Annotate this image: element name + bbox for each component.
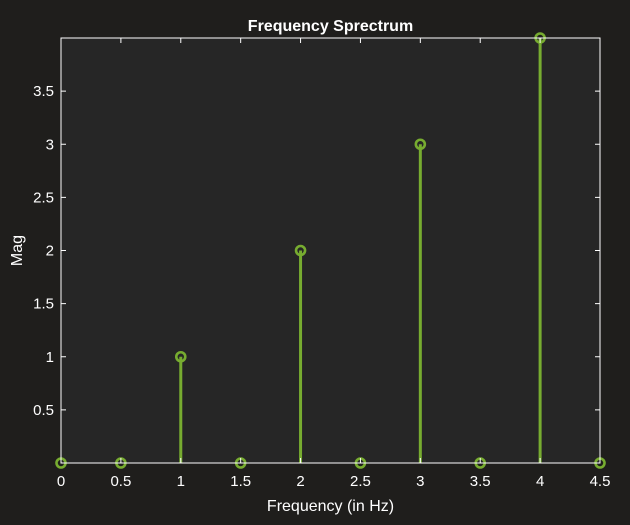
x-tick-label: 1.5 (230, 473, 251, 490)
x-axis-label: Frequency (in Hz) (267, 498, 394, 515)
y-tick-label: 0.5 (33, 402, 54, 419)
x-tick-label: 4 (536, 473, 544, 490)
y-tick-label: 3 (46, 136, 54, 153)
stem-marker (174, 350, 187, 363)
chart-title: Frequency Sprectrum (248, 18, 413, 35)
y-tick-label: 2 (46, 243, 54, 260)
x-tick-label: 2.5 (350, 473, 371, 490)
y-tick-label: 1.5 (33, 296, 54, 313)
x-tick-label: 0 (57, 473, 65, 490)
x-tick-label: 3 (416, 473, 424, 490)
y-axis-ticks: 0.5 1 1.5 2 2.5 3 3.5 (33, 83, 600, 419)
x-tick-label: 0.5 (110, 473, 131, 490)
stem-marker (294, 244, 307, 257)
y-tick-label: 1 (46, 349, 54, 366)
y-axis-label: Mag (9, 235, 26, 266)
axes-background (61, 38, 600, 463)
x-tick-label: 3.5 (470, 473, 491, 490)
x-axis-ticks: 0 0.5 1 1.5 2 2.5 3 3.5 4 4.5 (57, 38, 611, 490)
x-tick-label: 4.5 (590, 473, 611, 490)
x-tick-label: 2 (296, 473, 304, 490)
y-tick-label: 2.5 (33, 189, 54, 206)
y-tick-label: 3.5 (33, 83, 54, 100)
x-tick-label: 1 (177, 473, 185, 490)
stem-marker (414, 138, 427, 151)
